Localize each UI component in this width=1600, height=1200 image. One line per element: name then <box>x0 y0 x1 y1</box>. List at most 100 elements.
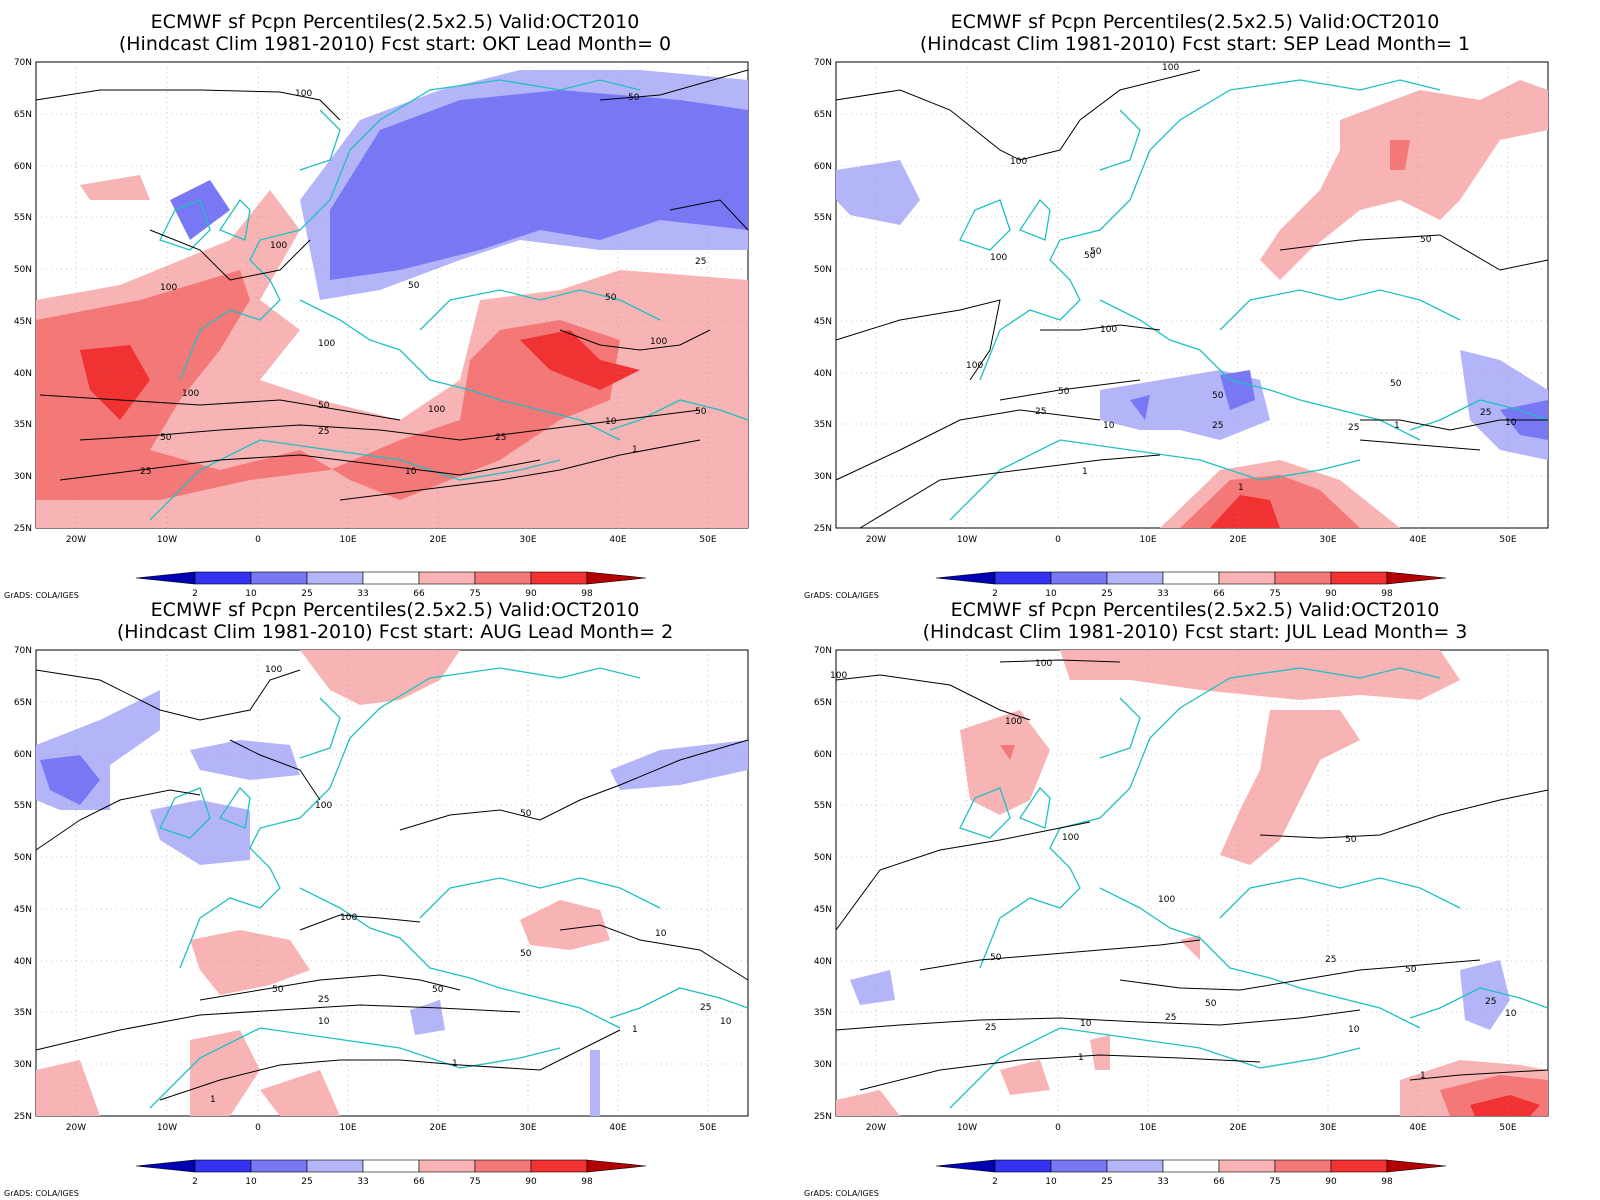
grads-credit: GrADS: COLA/IGES <box>4 591 79 600</box>
map-panel-lead-0: ECMWF sf Pcpn Percentiles(2.5x2.5) Valid… <box>0 0 800 600</box>
colorbar-label: 2 <box>992 1177 998 1187</box>
contour-label: 100 <box>1158 895 1175 905</box>
lat-tick: 40N <box>14 369 32 379</box>
lat-tick: 35N <box>14 420 32 430</box>
colorbar-label: 98 <box>581 589 593 599</box>
lat-tick: 40N <box>814 369 832 379</box>
lon-axis-labels: 20W 10W 0 10E 20E 30E 40E 50E <box>66 1123 717 1133</box>
contour-label: 50 <box>1205 999 1217 1009</box>
colorbar-label: 25 <box>1101 1177 1112 1187</box>
lat-tick: 70N <box>14 646 32 656</box>
lon-tick: 0 <box>255 535 261 545</box>
lon-tick: 20E <box>1229 535 1246 545</box>
colorbar-label: 66 <box>413 589 425 599</box>
panel-title-line1: ECMWF sf Pcpn Percentiles(2.5x2.5) Valid… <box>951 11 1440 33</box>
contour-label: 10 <box>1080 1019 1092 1029</box>
lat-tick: 40N <box>14 957 32 967</box>
lon-axis-labels: 20W 10W 0 10E 20E 30E 40E 50E <box>66 535 717 545</box>
grads-credit: GrADS: COLA/IGES <box>804 591 879 600</box>
contour-label: 10 <box>605 417 617 427</box>
colorbar-label: 10 <box>245 589 257 599</box>
lon-tick: 40E <box>609 1123 626 1133</box>
contour-label: 1 <box>632 1025 638 1035</box>
contour-label: 10 <box>1505 418 1517 428</box>
colorbar-label: 75 <box>1269 589 1280 599</box>
contour-label: 25 <box>1165 1013 1176 1023</box>
colorbar-label: 25 <box>1101 589 1112 599</box>
contour-label: 50 <box>1084 251 1096 261</box>
lat-tick: 50N <box>814 265 832 275</box>
lon-axis-labels: 20W 10W 0 10E 20E 30E 40E 50E <box>866 1123 1517 1133</box>
contour-label: 50 <box>408 281 420 291</box>
contour-label: 25 <box>140 467 151 477</box>
lat-tick: 55N <box>814 213 832 223</box>
contour-label: 100 <box>990 253 1007 263</box>
contour-label: 25 <box>1480 408 1491 418</box>
contour-label: 50 <box>160 433 172 443</box>
contour-label: 50 <box>628 93 640 103</box>
colorbar-label: 90 <box>1325 589 1337 599</box>
colorbar: 2 10 25 33 66 75 90 98 <box>935 571 1447 599</box>
contour-label: 25 <box>1212 421 1223 431</box>
contour-label: 50 <box>520 809 532 819</box>
lon-tick: 10E <box>1139 535 1156 545</box>
contour-label: 25 <box>318 427 329 437</box>
map-panel-svg: ECMWF sf Pcpn Percentiles(2.5x2.5) Valid… <box>804 11 1549 600</box>
lon-tick: 50E <box>699 1123 716 1133</box>
colorbar-label: 90 <box>1325 1177 1337 1187</box>
map-panel-lead-2: ECMWF sf Pcpn Percentiles(2.5x2.5) Valid… <box>0 600 800 1200</box>
lat-tick: 30N <box>814 1060 832 1070</box>
lon-tick: 10W <box>157 1123 177 1133</box>
colorbar-label: 98 <box>1381 1177 1393 1187</box>
contour-label: 1 <box>632 445 638 455</box>
lat-tick: 70N <box>14 58 32 68</box>
colorbar-label: 25 <box>301 589 312 599</box>
lon-tick: 20W <box>66 535 86 545</box>
colorbar-label: 10 <box>1045 589 1057 599</box>
contour-label: 10 <box>405 467 417 477</box>
lon-tick: 40E <box>1409 1123 1426 1133</box>
contour-label: 50 <box>432 985 444 995</box>
contour-label: 10 <box>318 1017 330 1027</box>
contour-label: 50 <box>272 985 284 995</box>
colorbar: 2 10 25 33 66 75 90 98 <box>935 1159 1447 1187</box>
contour-label: 25 <box>985 1023 996 1033</box>
lat-tick: 50N <box>14 853 32 863</box>
colorbar-label: 66 <box>413 1177 425 1187</box>
lon-tick: 40E <box>1409 535 1426 545</box>
panel-title-line1: ECMWF sf Pcpn Percentiles(2.5x2.5) Valid… <box>151 600 640 621</box>
contour-label: 25 <box>1485 997 1496 1007</box>
lon-tick: 10W <box>957 1123 977 1133</box>
colorbar-label: 10 <box>1045 1177 1057 1187</box>
contour-label: 10 <box>1103 421 1115 431</box>
contour-label: 25 <box>495 433 506 443</box>
contour-label: 100 <box>1162 63 1179 73</box>
lon-tick: 10E <box>339 535 356 545</box>
lat-tick: 30N <box>14 472 32 482</box>
lon-tick: 10W <box>157 535 177 545</box>
contour-label: 100 <box>295 89 312 99</box>
lon-axis-labels: 20W 10W 0 10E 20E 30E 40E 50E <box>866 535 1517 545</box>
lat-tick: 65N <box>14 110 32 120</box>
lat-tick: 50N <box>814 853 832 863</box>
lat-tick: 55N <box>814 801 832 811</box>
lat-tick: 60N <box>814 750 832 760</box>
colorbar-label: 75 <box>1269 1177 1280 1187</box>
lat-tick: 45N <box>14 905 32 915</box>
lon-tick: 10E <box>339 1123 356 1133</box>
contour-label: 50 <box>1090 247 1102 257</box>
map-area: 100 100 100 50 50 50 50 25 25 10 10 1 1 … <box>35 649 749 1117</box>
contour-label: 100 <box>428 405 445 415</box>
colorbar-label: 98 <box>1381 589 1393 599</box>
colorbar-label: 33 <box>1157 589 1168 599</box>
lon-tick: 20E <box>429 535 446 545</box>
contour-label: 100 <box>650 337 667 347</box>
contour-label: 10 <box>720 1017 732 1027</box>
panel-title-line2: (Hindcast Clim 1981-2010) Fcst start: SE… <box>920 33 1470 55</box>
lat-axis-labels: 70N 65N 60N 55N 50N 45N 40N 35N 30N 25N <box>814 58 832 534</box>
contour-label: 25 <box>1348 423 1359 433</box>
map-panel-svg: ECMWF sf Pcpn Percentiles(2.5x2.5) Valid… <box>4 11 749 600</box>
contour-label: 1 <box>1394 421 1400 431</box>
lon-tick: 20E <box>429 1123 446 1133</box>
contour-label: 50 <box>605 293 617 303</box>
